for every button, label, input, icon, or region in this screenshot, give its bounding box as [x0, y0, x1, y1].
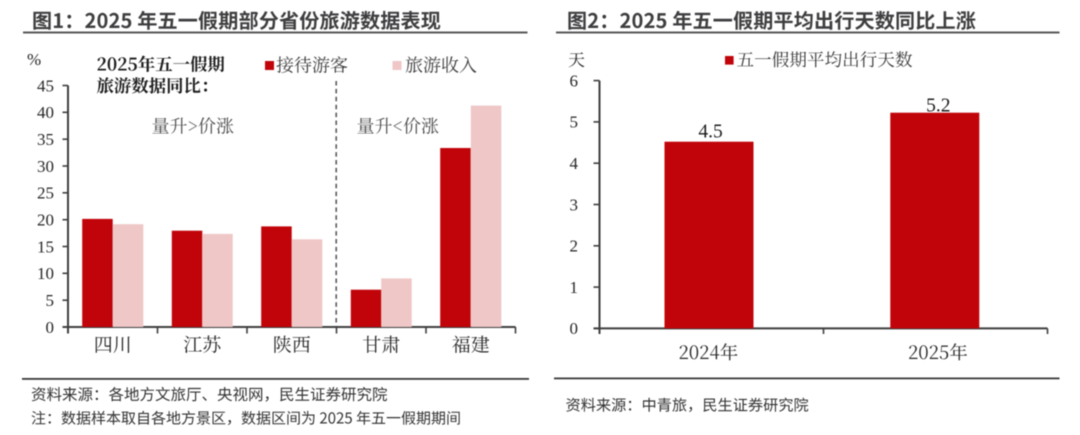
svg-text:15: 15: [37, 237, 54, 256]
svg-text:5: 5: [570, 113, 579, 132]
svg-text:25: 25: [37, 184, 54, 203]
svg-text:4.5: 4.5: [698, 122, 722, 143]
svg-text:3: 3: [570, 195, 579, 214]
svg-text:2: 2: [570, 237, 579, 256]
svg-text:20: 20: [37, 211, 54, 230]
svg-text:6: 6: [570, 71, 579, 90]
svg-text:10: 10: [37, 264, 54, 283]
svg-text:0: 0: [570, 319, 579, 338]
svg-text:45: 45: [37, 76, 54, 95]
svg-text:4: 4: [570, 154, 579, 173]
svg-text:35: 35: [37, 130, 54, 149]
svg-text:5.2: 5.2: [926, 95, 950, 116]
svg-text:5: 5: [46, 291, 55, 310]
svg-text:1: 1: [570, 278, 579, 297]
svg-text:%: %: [27, 50, 41, 69]
svg-text:0: 0: [46, 318, 55, 337]
svg-text:30: 30: [37, 157, 54, 176]
svg-text:40: 40: [37, 103, 54, 122]
